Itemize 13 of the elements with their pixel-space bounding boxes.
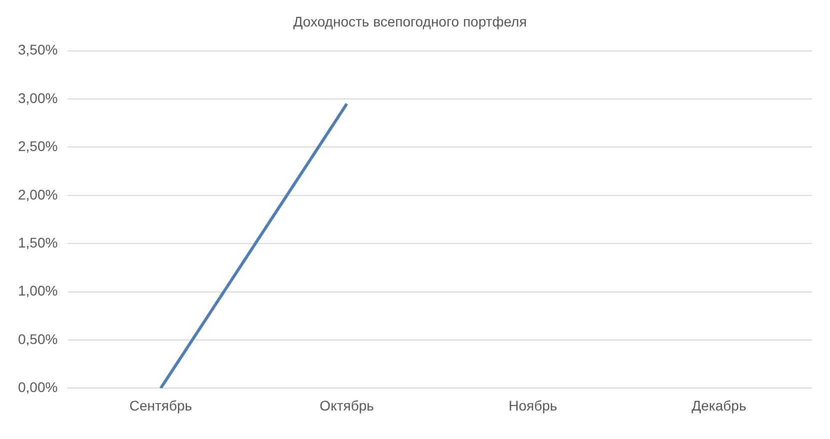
x-tick-label: Октябрь (320, 397, 374, 414)
y-tick-label: 0,00% (18, 379, 58, 396)
y-tick-label: 1,00% (18, 282, 58, 299)
x-tick-label: Ноябрь (508, 397, 558, 414)
y-tick-label: 3,50% (18, 42, 58, 58)
y-tick-label: 3,00% (18, 90, 58, 106)
x-tick-label: Декабрь (692, 397, 746, 414)
chart-title: Доходность всепогодного портфеля (293, 13, 527, 30)
y-tick-label: 2,00% (18, 186, 58, 202)
x-tick-label: Сентябрь (129, 397, 192, 414)
y-tick-label: 0,50% (18, 330, 58, 347)
y-tick-label: 2,50% (18, 138, 58, 154)
y-tick-label: 1,50% (18, 234, 58, 250)
